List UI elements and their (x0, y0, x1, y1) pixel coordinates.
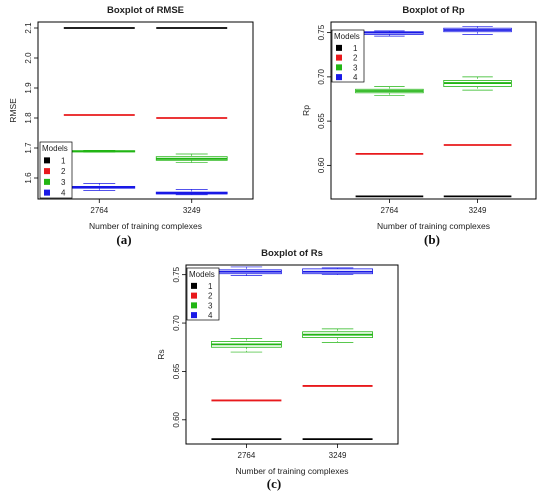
x-axis-label: Number of training complexes (377, 221, 490, 231)
y-tick-label: 0.60 (172, 411, 181, 427)
y-tick-label: 1.9 (24, 82, 33, 94)
legend-label-2: 2 (208, 292, 213, 301)
legend-label-4: 4 (208, 311, 213, 320)
y-axis-label: RMSE (8, 98, 18, 123)
y-tick-label: 0.60 (317, 157, 326, 173)
legend-swatch-4 (44, 189, 50, 196)
legend-label-3: 3 (208, 301, 213, 310)
panel-caption: (b) (424, 232, 440, 247)
x-tick-label: 3249 (329, 451, 347, 460)
y-axis-label: Rp (301, 105, 311, 116)
legend-swatch-1 (336, 44, 342, 51)
legend-swatch-2 (191, 292, 197, 299)
box-model-4-2764 (63, 183, 136, 191)
plot-frame (37, 21, 254, 200)
legend-swatch-3 (191, 302, 197, 309)
legend-swatch-2 (336, 54, 342, 61)
box-model-3-3249 (155, 153, 228, 164)
legend-label-3: 3 (353, 63, 358, 72)
y-tick-label: 0.70 (317, 69, 326, 85)
legend-label-4: 4 (61, 189, 66, 198)
legend-label-3: 3 (61, 178, 66, 187)
y-tick-label: 0.65 (317, 113, 326, 129)
legend-label-1: 1 (208, 282, 213, 291)
y-tick-label: 2.0 (24, 52, 33, 64)
box-model-4-3249 (443, 26, 512, 35)
legend-title: Models (189, 270, 215, 279)
box-model-3-2764 (211, 338, 282, 353)
legend-swatch-1 (44, 157, 50, 164)
legend-label-2: 2 (61, 167, 66, 176)
legend-label-1: 1 (61, 156, 66, 165)
legend-title: Models (334, 32, 360, 41)
y-tick-label: 0.65 (172, 363, 181, 379)
panel-caption: (c) (267, 476, 281, 491)
y-tick-label: 2.1 (24, 22, 33, 34)
chart-title: Boxplot of Rp (402, 5, 464, 16)
legend-swatch-4 (336, 74, 342, 81)
y-tick-label: 1.6 (24, 172, 33, 184)
y-tick-label: 0.75 (172, 266, 181, 282)
y-tick-label: 1.8 (24, 112, 33, 124)
legend-swatch-2 (44, 168, 50, 175)
x-tick-label: 2764 (90, 206, 108, 215)
legend-swatch-3 (44, 178, 50, 185)
box-model-4-3249 (155, 189, 228, 196)
x-tick-label: 2764 (238, 451, 256, 460)
y-axis-label: Rs (156, 349, 166, 359)
legend-label-4: 4 (353, 73, 358, 82)
chart-title: Boxplot of RMSE (107, 5, 184, 16)
chart-title: Boxplot of Rs (261, 248, 323, 259)
chart-panel-b: Boxplot of Rp 0.60 0.65 0.70 0.75 Rp 2764 3249 N… (301, 5, 537, 247)
box-model-3-3249 (302, 328, 373, 343)
box-model-3-3249 (443, 76, 512, 91)
legend-title: Models (42, 144, 68, 153)
legend-label-2: 2 (353, 54, 358, 63)
box-model-3-2764 (355, 86, 424, 96)
x-tick-label: 2764 (381, 206, 399, 215)
x-tick-label: 3249 (183, 206, 201, 215)
box-model-4-3249 (302, 267, 373, 276)
box-model-3-2764 (63, 150, 136, 153)
x-axis-label: Number of training complexes (236, 466, 349, 476)
legend: Models 1 2 3 4 (39, 141, 73, 199)
chart-panel-a: Boxplot of RMSE 1.6 1.7 1.8 1.9 2.0 2.1 RMSE 276… (8, 5, 254, 247)
panel-caption: (a) (116, 232, 131, 247)
legend-swatch-1 (191, 282, 197, 289)
y-tick-label: 0.75 (317, 24, 326, 40)
y-tick-label: 1.7 (24, 142, 33, 154)
plot-frame (330, 21, 537, 200)
y-tick-label: 0.70 (172, 315, 181, 331)
chart-panel-c: Boxplot of Rs 0.60 0.65 0.70 0.75 Rs 2764 3249 N… (156, 248, 399, 491)
x-tick-label: 3249 (469, 206, 487, 215)
legend-label-1: 1 (353, 44, 358, 53)
legend-swatch-4 (191, 312, 197, 319)
box-model-4-2764 (355, 30, 424, 37)
legend-swatch-3 (336, 64, 342, 71)
legend-box (186, 267, 220, 321)
x-axis-label: Number of training complexes (89, 221, 202, 231)
box-model-4-2764 (211, 266, 282, 276)
plot-frame (185, 264, 399, 445)
